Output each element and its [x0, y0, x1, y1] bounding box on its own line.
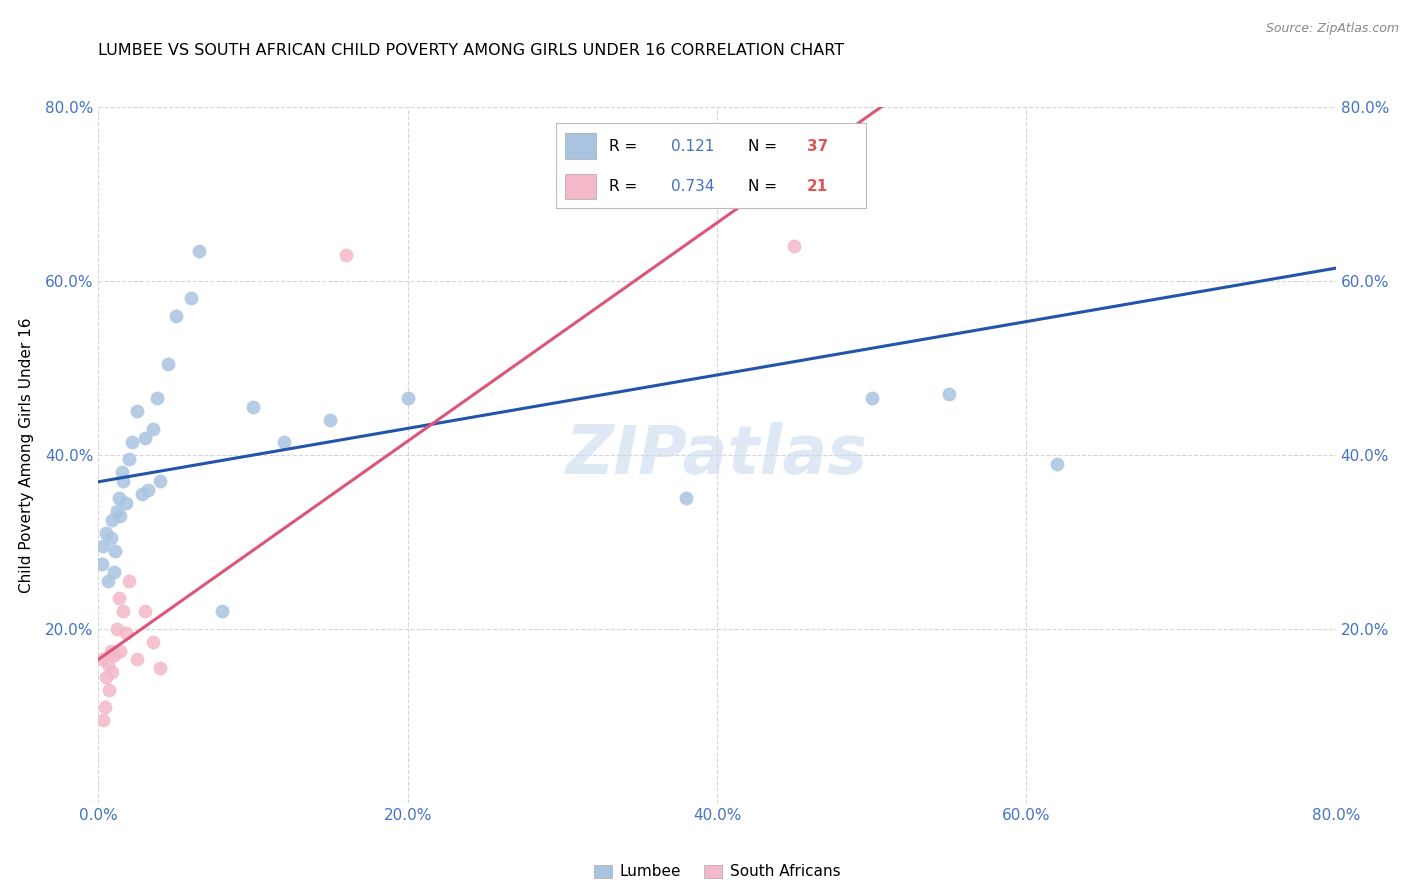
Point [97, 657, 120, 671]
Point [107, 591, 129, 606]
Point [97, 574, 120, 588]
Point [1092, 65, 1115, 79]
Point [675, 491, 697, 506]
Point [146, 392, 169, 406]
Point [157, 357, 180, 371]
Point [396, 392, 419, 406]
Point [319, 413, 342, 427]
Point [93, 700, 115, 714]
Point [98, 682, 121, 697]
Legend: Lumbee, South Africans: Lumbee, South Africans [588, 858, 846, 886]
Point [783, 239, 806, 253]
Point [131, 487, 153, 501]
Point [101, 665, 124, 680]
Point [112, 605, 135, 619]
Text: Source: ZipAtlas.com: Source: ZipAtlas.com [1265, 22, 1399, 36]
Point [335, 248, 357, 262]
Point [100, 531, 122, 545]
Point [115, 626, 138, 640]
Point [112, 474, 135, 488]
Point [100, 643, 122, 657]
Point [105, 622, 128, 636]
Point [938, 387, 960, 401]
Text: N =: N = [748, 138, 782, 153]
Point [118, 452, 141, 467]
Point [188, 244, 211, 258]
Point [127, 404, 149, 418]
Point [860, 392, 883, 406]
Point [165, 309, 187, 323]
Text: N =: N = [748, 179, 782, 194]
Point [134, 605, 156, 619]
Y-axis label: Child Poverty Among Girls Under 16: Child Poverty Among Girls Under 16 [18, 318, 34, 592]
Point [96, 670, 118, 684]
Point [90, 557, 112, 571]
Point [103, 648, 125, 662]
Point [127, 652, 149, 666]
Point [90, 652, 112, 666]
Point [134, 431, 156, 445]
Text: 0.734: 0.734 [671, 179, 714, 194]
Point [180, 291, 202, 305]
Point [96, 526, 118, 541]
Point [149, 474, 172, 488]
Text: 0.121: 0.121 [671, 138, 714, 153]
Point [136, 483, 159, 497]
Point [115, 496, 138, 510]
Point [121, 434, 143, 449]
Point [91, 539, 114, 553]
Point [91, 713, 114, 727]
Point [142, 635, 165, 649]
Point [101, 513, 124, 527]
Point [118, 574, 141, 588]
Point [242, 400, 264, 414]
Point [111, 466, 134, 480]
Point [104, 543, 127, 558]
Point [105, 504, 128, 518]
Point [273, 434, 295, 449]
Point [103, 566, 125, 580]
Text: R =: R = [609, 179, 643, 194]
FancyBboxPatch shape [565, 174, 596, 200]
Text: ZIPatlas: ZIPatlas [567, 422, 868, 488]
FancyBboxPatch shape [565, 134, 596, 159]
Text: 21: 21 [807, 179, 828, 194]
Point [149, 661, 172, 675]
Text: R =: R = [609, 138, 643, 153]
Point [108, 643, 131, 657]
Text: 37: 37 [807, 138, 828, 153]
Text: LUMBEE VS SOUTH AFRICAN CHILD POVERTY AMONG GIRLS UNDER 16 CORRELATION CHART: LUMBEE VS SOUTH AFRICAN CHILD POVERTY AM… [98, 43, 845, 58]
Point [107, 491, 129, 506]
Point [108, 508, 131, 523]
Point [142, 422, 165, 436]
Point [1046, 457, 1069, 471]
Point [211, 605, 233, 619]
